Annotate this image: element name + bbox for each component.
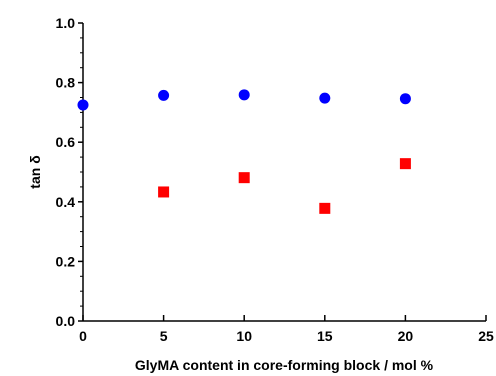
x-tick-label: 10	[236, 328, 252, 344]
y-tick-label: 0.6	[56, 134, 76, 150]
data-points	[77, 89, 411, 214]
x-tick-label: 20	[398, 328, 414, 344]
circle-data-point	[238, 89, 250, 101]
circle-data-point	[77, 99, 89, 111]
x-axis-ticks: 0 5 10 15 20 25	[79, 315, 494, 344]
y-axis-title: tan δ	[27, 155, 43, 188]
x-tick-label: 0	[79, 328, 87, 344]
x-axis-title: GlyMA content in core-forming block / mo…	[135, 357, 434, 373]
y-tick-label: 0.0	[56, 313, 76, 329]
square-data-point	[238, 172, 250, 184]
plot-area: 0.0 0.2 0.4 0.6 0.8 1.0 0 5 10 15 20 25	[56, 15, 494, 344]
square-data-point	[158, 186, 170, 198]
square-data-point	[399, 158, 411, 170]
y-axis-ticks: 0.0 0.2 0.4 0.6 0.8 1.0	[56, 15, 83, 329]
y-tick-label: 1.0	[56, 15, 76, 31]
circle-data-point	[158, 89, 170, 101]
circle-data-point	[319, 92, 331, 104]
x-tick-label: 15	[317, 328, 333, 344]
circle-data-point	[399, 93, 411, 105]
x-tick-label: 5	[160, 328, 168, 344]
x-tick-label: 25	[478, 328, 494, 344]
y-tick-label: 0.8	[56, 75, 76, 91]
y-tick-label: 0.4	[56, 194, 76, 210]
square-data-point	[319, 202, 331, 214]
y-tick-label: 0.2	[56, 253, 76, 269]
